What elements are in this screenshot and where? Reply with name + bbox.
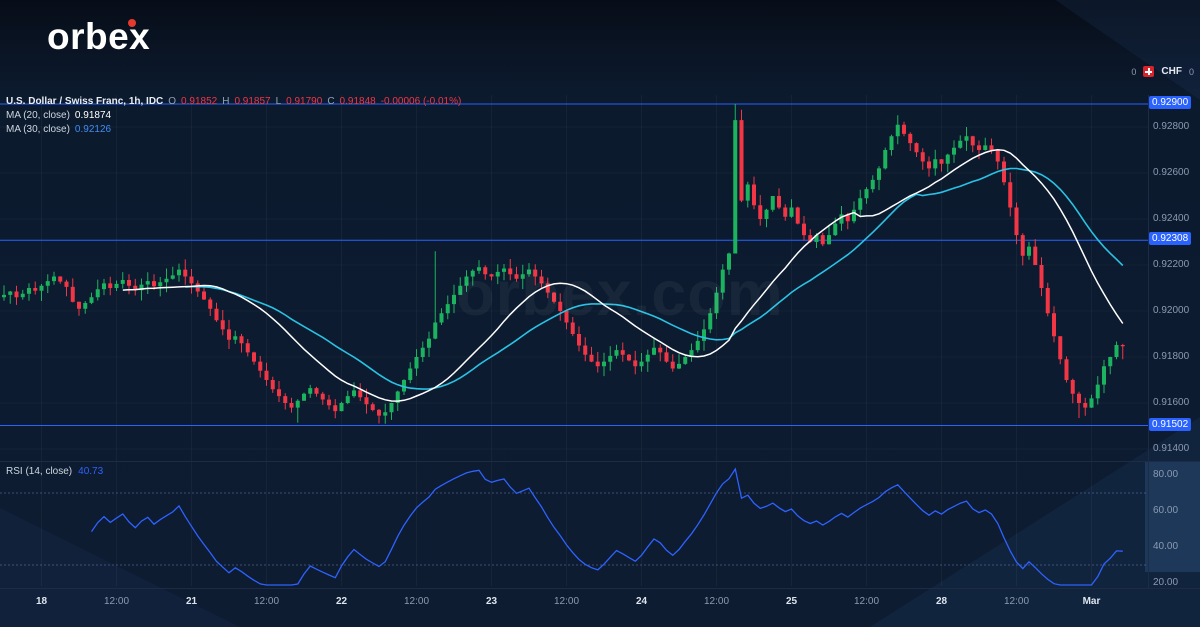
candle-bodies-up [2, 120, 1119, 416]
time-label: 24 [635, 596, 648, 607]
rsi-legend-row[interactable]: RSI (14, close) 40.73 [6, 466, 103, 477]
close-label: C [327, 96, 335, 107]
time-label: Mar [1082, 596, 1101, 607]
rsi-line [90, 467, 1123, 586]
ma20-line [122, 148, 1124, 402]
time-label: 18 [35, 596, 48, 607]
close-value: 0.91848 [339, 96, 376, 107]
price-tick: 0.92600 [1153, 167, 1190, 178]
time-label: 21 [185, 596, 198, 607]
time-label: 12:00 [253, 596, 280, 607]
ma30-label: MA (30, close) [6, 124, 70, 135]
low-label: L [275, 96, 282, 107]
ma30-legend-row[interactable]: MA (30, close) 0.92126 [6, 124, 461, 135]
price-tick: 0.91800 [1153, 351, 1190, 362]
ma20-legend-row[interactable]: MA (20, close) 0.91874 [6, 110, 461, 121]
candle-wicks-down [16, 109, 1124, 424]
symbol-title: U.S. Dollar / Swiss Franc, 1h, IDC [6, 96, 164, 107]
ma20-label: MA (20, close) [6, 110, 70, 121]
rsi-label: RSI (14, close) [6, 466, 73, 477]
candle-bodies-down [14, 120, 1125, 416]
orbex-logo: orbex [47, 18, 150, 55]
candle-wicks-up [3, 104, 1117, 424]
change-value: -0.00006 (-0.01%) [380, 96, 462, 107]
rsi-tick: 20.00 [1153, 577, 1179, 588]
price-level-badge: 0.92308 [1149, 232, 1192, 246]
price-tick: 0.92000 [1153, 305, 1190, 316]
time-label: 23 [485, 596, 498, 607]
open-value: 0.91852 [181, 96, 218, 107]
time-label: 12:00 [853, 596, 880, 607]
rsi-tick: 60.00 [1153, 505, 1179, 516]
price-level-badge: 0.92900 [1149, 96, 1192, 109]
open-label: O [168, 96, 177, 107]
price-tick: 0.91600 [1153, 397, 1190, 408]
logo-dot-icon [128, 19, 136, 27]
ma30-value: 0.92126 [74, 124, 112, 135]
price-tick: 0.92800 [1153, 121, 1190, 132]
axis-zero-right: 0 [1188, 66, 1194, 77]
high-label: H [222, 96, 230, 107]
time-label: 25 [785, 596, 798, 607]
time-label: 12:00 [703, 596, 730, 607]
symbol-legend-row[interactable]: U.S. Dollar / Swiss Franc, 1h, IDC O 0.9… [6, 96, 461, 107]
rsi-tick: 40.00 [1153, 541, 1179, 552]
time-label: 12:00 [1003, 596, 1030, 607]
ma30-line [185, 167, 1124, 390]
price-tick: 0.92200 [1153, 259, 1190, 270]
time-axis[interactable]: 18 12:00 21 12:00 22 12:00 23 12:00 24 12:00 25 12:… [0, 588, 1200, 627]
rsi-tick: 80.00 [1153, 469, 1179, 480]
high-value: 0.91857 [234, 96, 271, 107]
time-label: 12:00 [103, 596, 130, 607]
time-label: 28 [935, 596, 948, 607]
currency-cluster: 0 CHF 0 [1131, 66, 1194, 77]
low-value: 0.91790 [286, 96, 323, 107]
rsi-value: 40.73 [78, 466, 104, 477]
time-label: 12:00 [553, 596, 580, 607]
time-label: 12:00 [403, 596, 430, 607]
price-axis[interactable]: 0.92800 0.92600 0.92400 0.92200 0.92000 0.918… [1148, 0, 1200, 627]
chart-legend: U.S. Dollar / Swiss Franc, 1h, IDC O 0.9… [6, 96, 461, 135]
chf-flag-icon [1143, 66, 1155, 77]
price-tick: 0.92400 [1153, 213, 1190, 224]
currency-code: CHF [1161, 66, 1182, 77]
ma20-value: 0.91874 [74, 110, 112, 121]
axis-zero-left: 0 [1131, 66, 1137, 77]
time-label: 22 [335, 596, 348, 607]
price-tick: 0.91400 [1153, 443, 1190, 454]
price-level-badge: 0.91502 [1149, 417, 1192, 431]
